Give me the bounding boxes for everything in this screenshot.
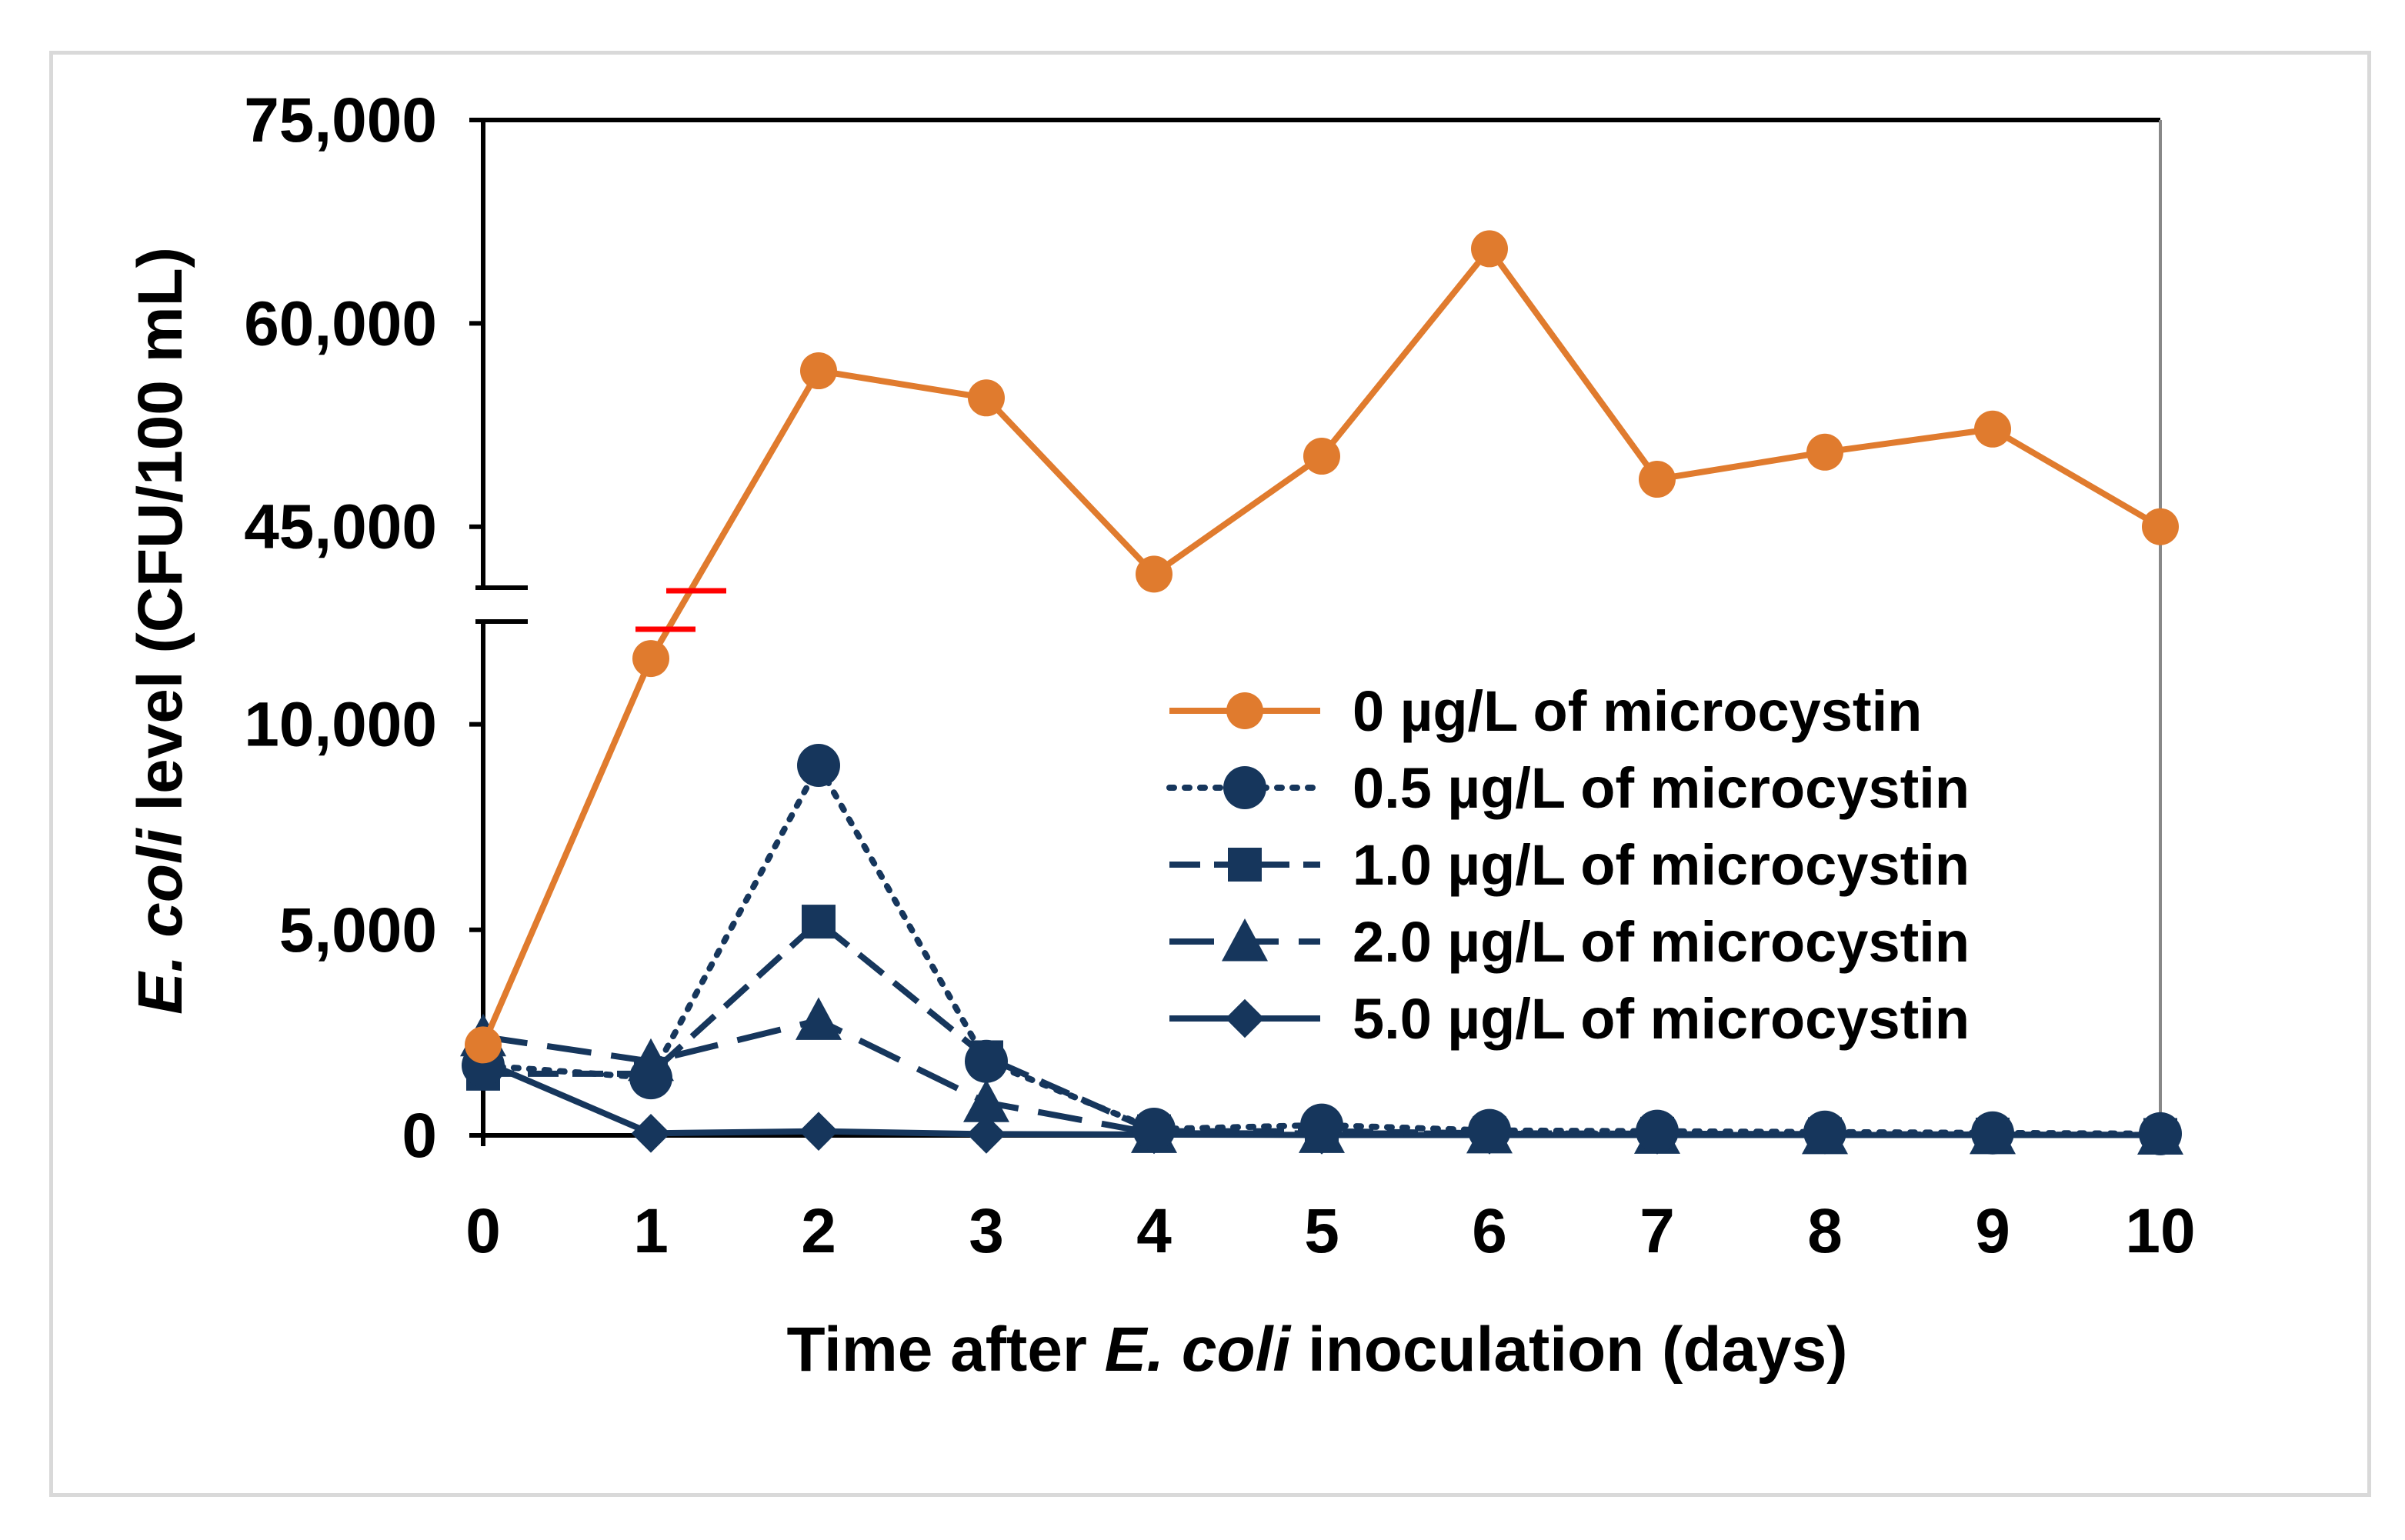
data-point-1	[629, 1056, 672, 1100]
x-tick-label: 9	[1975, 1196, 2010, 1266]
legend: 0 µg/L of microcystin 0.5 µg/L of microcy…	[1166, 679, 1970, 1051]
legend-marker-0	[1226, 692, 1263, 729]
x-tick-label: 8	[1807, 1196, 1843, 1266]
data-point-1	[1803, 1110, 1846, 1154]
data-point-0	[800, 352, 837, 390]
data-point-0	[632, 640, 669, 678]
data-point-1	[1971, 1111, 2014, 1155]
data-point-0	[1136, 555, 1172, 593]
data-point-4	[631, 1114, 671, 1153]
x-tick-label: 0	[465, 1196, 501, 1266]
legend-label-4: 5.0 µg/L of microcystin	[1353, 987, 1970, 1051]
data-point-0	[1639, 461, 1676, 498]
x-tick-label: 7	[1639, 1196, 1675, 1266]
tick-labels: 0 5,000 10,000 45,000 60,000 75,000 0 1 2 3 4 5 6 7 8 9…	[244, 85, 2195, 1266]
data-point-0	[2142, 508, 2179, 545]
y-tick-label: 0	[402, 1101, 437, 1171]
data-point-0	[1303, 438, 1340, 475]
data-point-1	[965, 1039, 1008, 1083]
data-point-4	[966, 1115, 1006, 1154]
data-point-0	[465, 1026, 502, 1064]
x-axis-title: Time after E. coli inoculation (days)	[786, 1315, 1847, 1385]
data-point-3	[963, 1079, 1009, 1122]
x-tick-label: 4	[1136, 1196, 1172, 1266]
series-line-1	[480, 758, 2163, 1137]
figure-frame	[49, 51, 2371, 1497]
data-point-1	[1636, 1109, 1679, 1153]
data-point-1	[797, 744, 840, 788]
data-point-1	[1468, 1108, 1511, 1152]
legend-label-0: 0 µg/L of microcystin	[1353, 679, 1922, 743]
data-point-0	[1806, 433, 1843, 471]
data-point-0	[1974, 410, 2011, 448]
data-point-2	[802, 905, 836, 939]
legend-marker-2	[1228, 848, 1262, 882]
x-tick-label: 1	[633, 1196, 669, 1266]
x-tick-label: 10	[2125, 1196, 2195, 1266]
y-tick-label: 75,000	[244, 85, 437, 155]
legend-marker-4	[1225, 998, 1265, 1038]
y-tick-label: 5,000	[279, 895, 437, 965]
series-group	[460, 230, 2183, 1155]
data-point-0	[1471, 230, 1508, 268]
y-tick-label: 45,000	[244, 492, 437, 562]
legend-label-1: 0.5 µg/L of microcystin	[1353, 756, 1970, 820]
legend-marker-1	[1223, 766, 1266, 809]
data-point-4	[799, 1112, 839, 1151]
legend-marker-3	[1222, 918, 1268, 962]
data-point-0	[968, 379, 1005, 417]
x-tick-label: 2	[801, 1196, 836, 1266]
data-point-3	[796, 997, 842, 1040]
y-axis-title: E. coli level (CFU/100 mL)	[125, 247, 195, 1015]
x-tick-label: 5	[1304, 1196, 1339, 1266]
x-tick-label: 6	[1472, 1196, 1507, 1266]
legend-label-2: 1.0 µg/L of microcystin	[1353, 833, 1970, 897]
data-point-1	[1300, 1103, 1343, 1147]
data-point-1	[2139, 1112, 2182, 1155]
y-tick-label: 60,000	[244, 288, 437, 358]
x-tick-label: 3	[969, 1196, 1004, 1266]
data-point-1	[1132, 1107, 1176, 1151]
y-tick-label: 10,000	[244, 690, 437, 760]
legend-label-3: 2.0 µg/L of microcystin	[1353, 910, 1970, 974]
